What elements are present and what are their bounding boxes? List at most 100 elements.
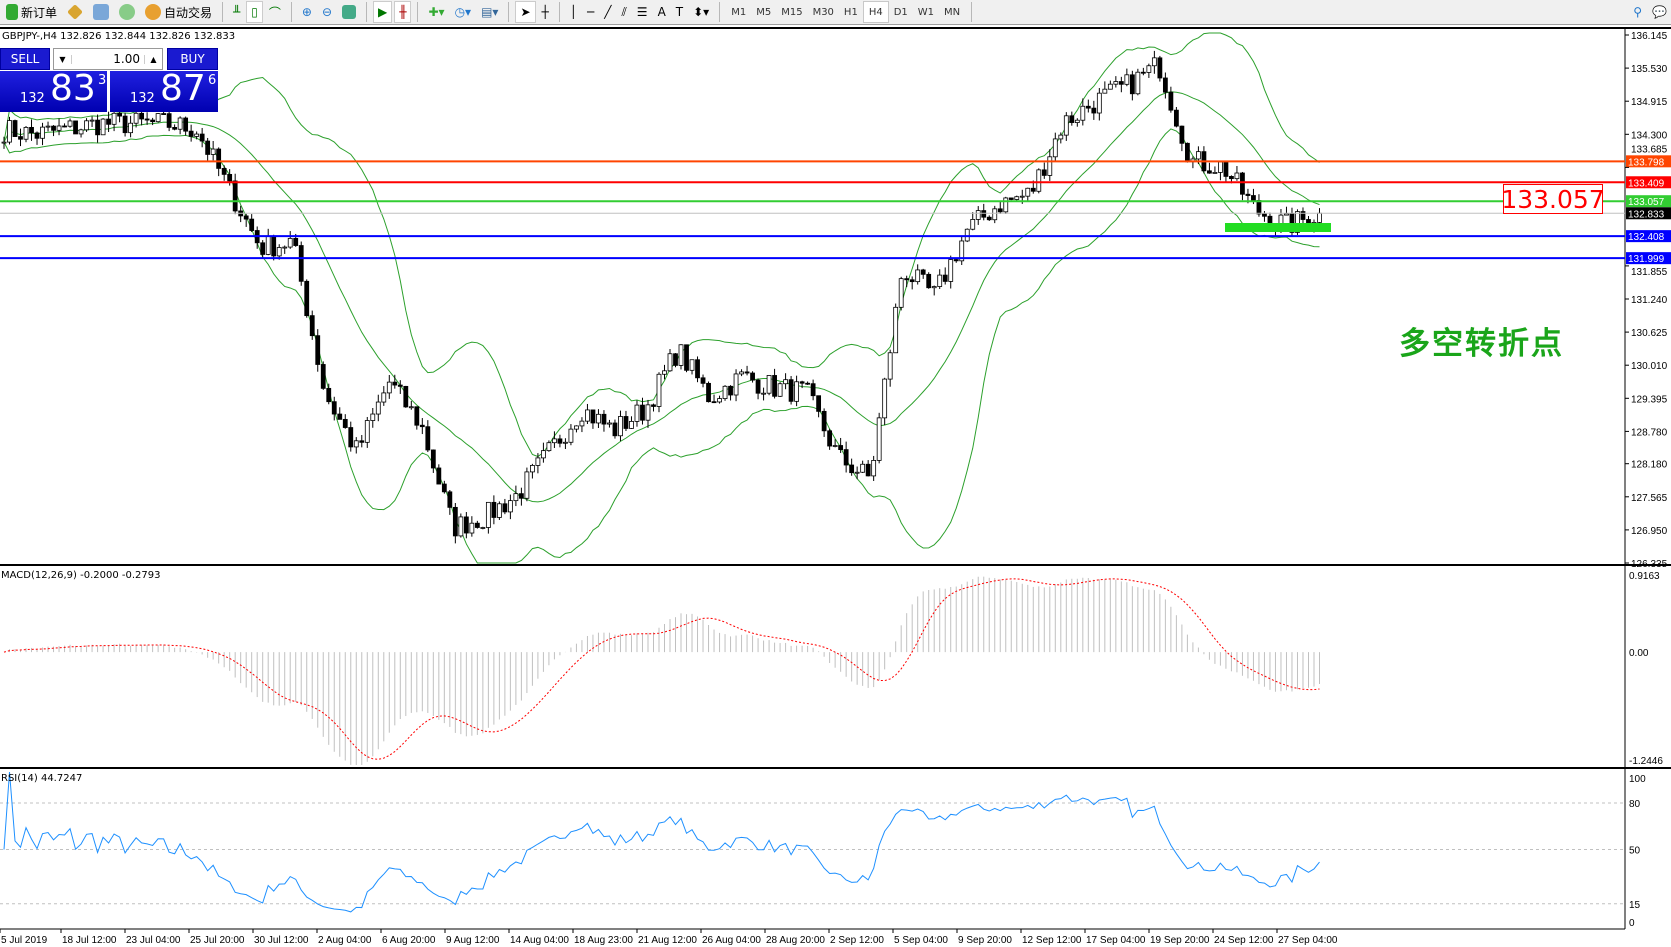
- candle: [832, 439, 838, 448]
- candle: [111, 111, 117, 132]
- chart-shift-button[interactable]: ╫: [394, 1, 412, 23]
- candle: [419, 418, 425, 435]
- timeframe-h4[interactable]: H4: [862, 1, 889, 23]
- buy-button[interactable]: BUY: [167, 48, 218, 70]
- search-button[interactable]: ⚲: [1629, 1, 1646, 23]
- candle-body: [1151, 57, 1157, 67]
- candle: [315, 329, 321, 372]
- rsi-axis-label: 50: [1629, 846, 1641, 857]
- timeframe-m30[interactable]: M30: [812, 6, 834, 18]
- candle-body: [485, 501, 491, 528]
- candle-body: [496, 503, 502, 518]
- candle-chart-button[interactable]: ▯: [246, 1, 263, 23]
- timeframe-d1[interactable]: D1: [893, 6, 908, 18]
- channel-button[interactable]: ⫽: [617, 1, 630, 23]
- periods-button[interactable]: ◷▾: [451, 1, 476, 23]
- bollinger-middle: [3, 91, 1320, 503]
- timeframe-m1[interactable]: M1: [731, 6, 747, 18]
- candle: [128, 115, 133, 138]
- candle: [810, 379, 816, 401]
- signals-button[interactable]: [115, 1, 139, 23]
- chat-button[interactable]: 💬: [1648, 1, 1671, 23]
- tile-windows-button[interactable]: [338, 1, 360, 23]
- time-axis-label: 18 Aug 23:00: [574, 935, 633, 946]
- crosshair-icon: ┼: [541, 5, 549, 19]
- candle: [1047, 149, 1053, 181]
- lot-decrease-icon[interactable]: ▼: [54, 54, 72, 64]
- candle: [386, 375, 392, 399]
- lot-increase-icon[interactable]: ▲: [144, 54, 162, 64]
- candle-body: [541, 450, 546, 459]
- horizontal-line-button[interactable]: ─: [583, 1, 598, 23]
- timeframe-mn[interactable]: MN: [944, 6, 961, 18]
- candle: [320, 361, 326, 390]
- candle-body: [755, 379, 761, 394]
- candle-body: [1, 141, 7, 144]
- text-label-button[interactable]: T: [672, 1, 687, 23]
- crosshair-button[interactable]: ┼: [538, 1, 553, 23]
- candle-body: [73, 120, 78, 135]
- time-axis-label: 17 Sep 04:00: [1086, 935, 1146, 946]
- candle: [700, 374, 706, 388]
- candle: [733, 369, 739, 402]
- line-chart-button[interactable]: ⌒: [265, 1, 285, 23]
- auto-trading-button[interactable]: 自动交易: [141, 1, 216, 23]
- clock-icon: ◷▾: [454, 5, 472, 19]
- chart-canvas[interactable]: 133.798133.409133.057132.833132.408131.9…: [0, 29, 1671, 947]
- bar-chart-button[interactable]: ╨: [229, 1, 244, 23]
- candle-body: [535, 457, 541, 466]
- chat-icon: 💬: [1652, 5, 1667, 19]
- new-order-button[interactable]: 新订单: [2, 1, 61, 23]
- candle-body: [684, 344, 689, 371]
- lot-value[interactable]: 1.00: [113, 52, 140, 66]
- candle-body: [948, 259, 954, 282]
- buy-price[interactable]: 132 87 6: [110, 71, 218, 112]
- trendline-button[interactable]: ╱: [600, 1, 615, 23]
- candle: [45, 121, 51, 132]
- candle-body: [706, 382, 711, 403]
- zoom-out-button[interactable]: ⊖: [318, 1, 336, 23]
- timeframe-m15[interactable]: M15: [781, 6, 803, 18]
- sell-button[interactable]: SELL: [0, 48, 50, 70]
- templates-button[interactable]: ▤▾: [477, 1, 502, 23]
- history-button[interactable]: [89, 1, 113, 23]
- timeframe-w1[interactable]: W1: [917, 6, 935, 18]
- bollinger-upper: [3, 32, 1320, 458]
- candle: [117, 110, 122, 123]
- candle: [29, 119, 34, 141]
- candle-body: [964, 228, 970, 242]
- candle-body: [959, 240, 965, 262]
- candle-body: [596, 413, 601, 424]
- arrows-button[interactable]: ⬍▾: [689, 1, 713, 23]
- candle: [1003, 196, 1009, 215]
- text-button[interactable]: A: [654, 1, 670, 23]
- vertical-line-button[interactable]: │: [566, 1, 581, 23]
- lot-size-input[interactable]: ▼ 1.00 ▲: [53, 48, 163, 70]
- fibonacci-icon: ☰: [636, 5, 648, 19]
- candle: [304, 279, 310, 318]
- fibonacci-button[interactable]: ☰: [633, 1, 652, 23]
- candle-body: [1069, 115, 1075, 123]
- auto-scroll-button[interactable]: ▶: [373, 1, 393, 23]
- chart-window[interactable]: 133.798 133.409 133.057 132.833 132.408 131.9…: [0, 27, 1671, 947]
- sell-price[interactable]: 132 83 3: [0, 71, 107, 112]
- candle: [667, 349, 673, 372]
- candle-body: [673, 353, 678, 366]
- auto-scroll-icon: ▶: [378, 5, 388, 19]
- candle: [249, 214, 255, 232]
- zoom-in-button[interactable]: ⊕: [298, 1, 316, 23]
- indicators-button[interactable]: ✚▾: [424, 1, 448, 23]
- candle-body: [1080, 105, 1086, 121]
- candle-body: [326, 387, 332, 403]
- timeframe-m5[interactable]: M5: [756, 6, 772, 18]
- candle-body: [563, 441, 568, 444]
- navigator-button[interactable]: [63, 1, 87, 23]
- candle-body: [106, 118, 111, 125]
- cursor-button[interactable]: ➤: [515, 1, 536, 23]
- candle: [1157, 55, 1163, 82]
- candle-body: [1041, 169, 1047, 176]
- text-label-icon: T: [675, 5, 684, 19]
- candle-body: [1240, 172, 1245, 195]
- candle-body: [469, 522, 475, 534]
- timeframe-h1[interactable]: H1: [843, 6, 858, 18]
